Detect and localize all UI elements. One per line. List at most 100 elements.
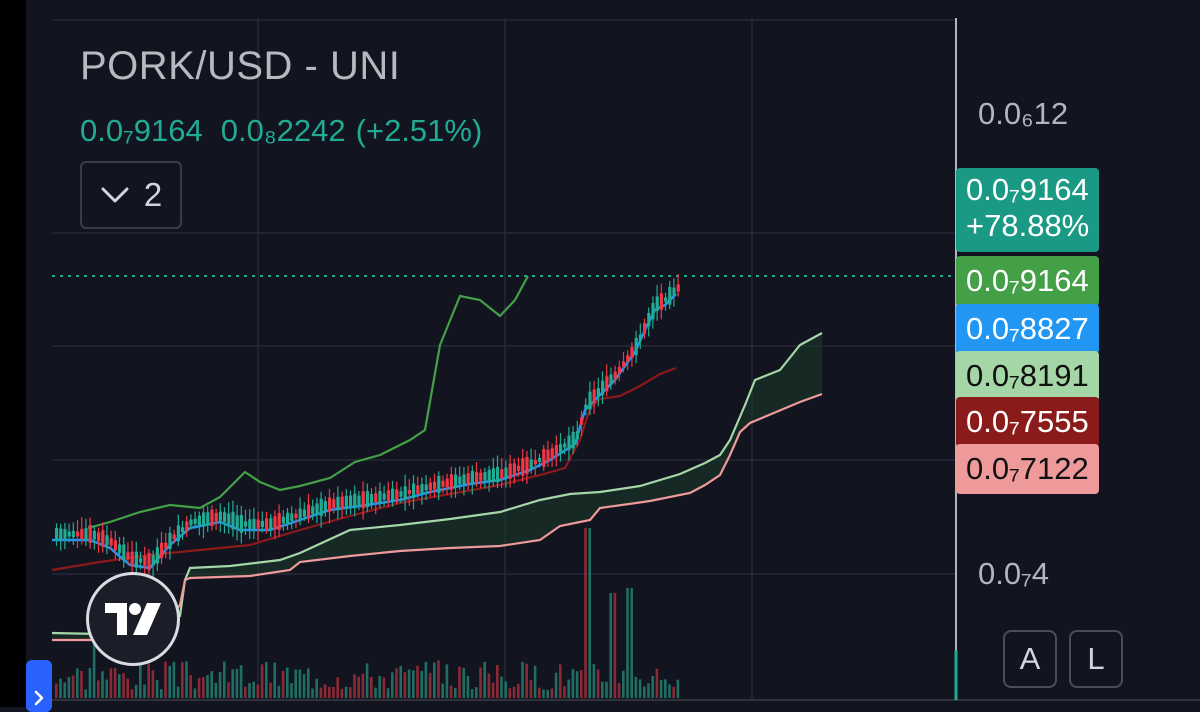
candle — [559, 444, 563, 453]
volume-bar — [533, 665, 537, 698]
candle — [143, 556, 147, 566]
candle — [529, 459, 533, 469]
volume-bar — [118, 674, 121, 698]
volume-bar — [668, 684, 671, 698]
candle — [412, 483, 416, 499]
volume-bar — [374, 687, 377, 698]
volume-bar — [101, 671, 104, 698]
volume-bar — [580, 670, 583, 698]
volume-bar — [420, 670, 423, 698]
candle — [550, 448, 554, 459]
candle — [554, 444, 558, 457]
volume-bar — [71, 675, 75, 698]
volume-bar — [134, 684, 138, 698]
volume-bar — [386, 688, 390, 698]
volume-bar — [441, 683, 444, 698]
pink-line-price-tag: 0.0₇7122 — [956, 444, 1099, 494]
volume-bar — [437, 660, 440, 698]
volume-bar — [571, 669, 575, 698]
candle — [533, 460, 537, 465]
indicators-toggle-button[interactable]: 2 — [80, 161, 182, 229]
candle — [588, 391, 592, 410]
candle — [59, 528, 63, 540]
volume-bar — [592, 664, 596, 698]
volume-bar — [139, 662, 142, 698]
volume-bar — [424, 661, 428, 698]
candle — [323, 501, 327, 511]
left-edge — [0, 0, 26, 707]
candle — [378, 490, 382, 504]
volume-bar — [365, 663, 369, 698]
volume-bar — [181, 662, 184, 698]
volume-bar — [559, 664, 562, 698]
candle — [260, 520, 264, 528]
candle — [168, 532, 172, 549]
candle — [609, 374, 613, 385]
candle — [500, 469, 504, 479]
volume-bar — [357, 676, 360, 698]
candle — [491, 468, 495, 482]
candle — [596, 388, 600, 397]
candle — [248, 519, 252, 529]
volume-bar — [529, 679, 533, 698]
log-scale-button[interactable]: L — [1069, 630, 1123, 688]
volume-bar — [412, 670, 415, 698]
volume-bar — [67, 677, 71, 698]
volume-bar — [609, 593, 612, 698]
candle — [462, 474, 466, 485]
volume-bar — [269, 682, 272, 698]
volume-bar — [512, 686, 516, 698]
candle — [63, 529, 67, 539]
candle — [651, 303, 655, 320]
candle — [668, 286, 672, 305]
candle — [433, 481, 437, 490]
auto-scale-button[interactable]: A — [1003, 630, 1057, 688]
candle — [575, 431, 579, 440]
volume-bar — [407, 669, 411, 698]
volume-bar — [273, 662, 276, 698]
volume-bar — [172, 661, 176, 698]
last-price-tag: 0.0₇9164 +78.88% — [956, 168, 1100, 252]
candle — [181, 527, 185, 533]
volume-bar — [290, 683, 293, 698]
volume-bar — [659, 679, 663, 698]
candle — [521, 458, 525, 476]
candle — [622, 361, 626, 367]
candle — [265, 518, 269, 530]
candle — [176, 525, 180, 542]
candle — [294, 513, 298, 519]
volume-bar — [260, 664, 264, 698]
side-panel-handle[interactable] — [26, 660, 52, 712]
candle — [538, 457, 542, 463]
volume-bar — [664, 679, 667, 698]
volume-bar — [613, 593, 617, 698]
volume-bar — [462, 667, 465, 698]
green-line-price-tag: 0.0₇9164 — [956, 256, 1099, 306]
candle — [504, 467, 508, 478]
candle — [97, 532, 101, 542]
volume-bar — [504, 681, 507, 698]
volume-bar — [319, 687, 323, 698]
candle — [269, 518, 273, 530]
volume-bar — [391, 672, 394, 698]
candle — [567, 435, 571, 451]
candle — [202, 512, 206, 527]
volume-bar — [378, 676, 381, 698]
green-line — [87, 275, 529, 530]
volume-bar — [176, 686, 180, 698]
candle — [105, 535, 109, 545]
tradingview-logo[interactable] — [86, 572, 180, 666]
volume-bar — [244, 686, 247, 698]
last-price-tag-change: +78.88% — [966, 208, 1090, 243]
symbol-title[interactable]: PORK/USD - UNI — [80, 44, 401, 88]
candle — [512, 463, 516, 477]
volume-bar — [487, 673, 491, 698]
volume-bar — [517, 683, 520, 698]
volume-bar — [584, 528, 587, 698]
volume-bar — [189, 675, 192, 698]
candle — [311, 506, 315, 515]
volume-bar — [193, 688, 197, 698]
candle — [353, 493, 357, 509]
